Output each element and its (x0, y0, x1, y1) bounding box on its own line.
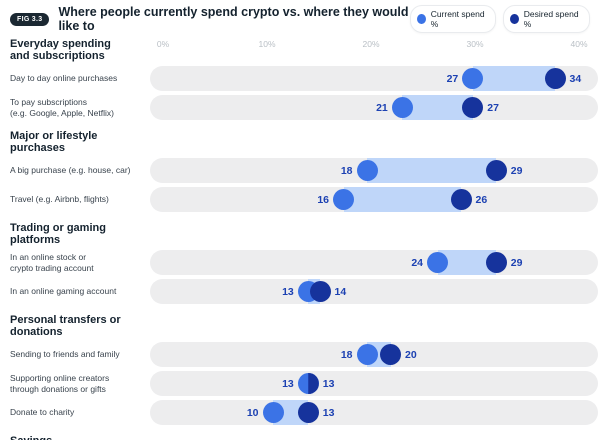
connector-band (472, 66, 555, 91)
desired-dot (544, 68, 566, 89)
desired-value-label: 26 (475, 193, 488, 206)
section-title: Major or lifestyle purchases (10, 130, 98, 154)
row-track: 13 14 (150, 279, 598, 304)
desired-dot (485, 252, 507, 273)
desired-dot (297, 402, 319, 423)
chart-title: Where people currently spend crypto vs. … (58, 5, 409, 33)
desired-value-label: 29 (510, 256, 523, 269)
chart-row: Supporting online creators through donat… (10, 371, 600, 396)
current-dot (391, 97, 413, 118)
desired-dot (309, 281, 331, 302)
current-dot (427, 252, 448, 273)
section-header: Everyday spending and subscriptions 0% 10%… (10, 32, 600, 66)
current-value-label: 18 (340, 348, 353, 361)
row-label: Supporting online creators through donat… (10, 373, 110, 394)
section-header: Major or lifestyle purchases (10, 124, 600, 158)
row-label: Travel (e.g. Airbnb, flights) (10, 194, 109, 205)
desired-value-label: 14 (334, 285, 347, 298)
desired-dot (485, 160, 507, 181)
chart-body: Everyday spending and subscriptions 0% 10%… (10, 32, 600, 440)
section-header: Trading or gaming platforms (10, 216, 600, 250)
current-value-label: 18 (340, 164, 353, 177)
chart-row: To pay subscriptions (e.g. Google, Apple… (10, 95, 600, 120)
axis-tick: 20% (362, 39, 380, 49)
chart-row: In an online stock or crypto trading acc… (10, 250, 600, 275)
current-dot (462, 68, 484, 89)
current-dot (262, 402, 284, 423)
row-label: In an online gaming account (10, 286, 117, 297)
section-title: Everyday spending and subscriptions (10, 38, 111, 62)
desired-value-label: 27 (487, 101, 499, 114)
legend-label-current: Current spend % (430, 9, 485, 29)
chart-header: FIG 3.3 Where people currently spend cry… (10, 5, 600, 33)
current-dot (356, 160, 378, 181)
legend-item-current[interactable]: Current spend % (410, 5, 497, 33)
axis-tick: 0% (156, 39, 170, 49)
legend-item-desired[interactable]: Desired spend % (503, 5, 590, 33)
chart-row: In an online gaming account 13 14 (10, 279, 600, 304)
desired-dot (450, 189, 472, 210)
current-value-label: 24 (411, 256, 423, 269)
chart-row: Donate to charity 10 13 (10, 400, 600, 425)
desired-spend-dot-icon (510, 14, 519, 24)
chart-row: Day to day online purchases 27 34 (10, 66, 600, 91)
axis-tick: 10% (258, 39, 276, 49)
row-label: To pay subscriptions (e.g. Google, Apple… (10, 97, 114, 118)
current-value-label: 10 (246, 406, 259, 419)
connector-band (402, 95, 473, 120)
row-track: 18 20 (150, 342, 598, 367)
current-value-label: 13 (282, 285, 294, 298)
row-label: In an online stock or crypto trading acc… (10, 252, 94, 273)
chart-row: Travel (e.g. Airbnb, flights) 16 26 (10, 187, 600, 212)
desired-value-label: 29 (510, 164, 523, 177)
row-track: 21 27 (150, 95, 598, 120)
legend: Current spend % Desired spend % (410, 5, 590, 33)
row-label: Day to day online purchases (10, 73, 118, 84)
legend-label-desired: Desired spend % (523, 9, 579, 29)
section-header: Savings (10, 429, 600, 440)
axis-tick: 40% (570, 39, 588, 49)
axis-tick: 30% (466, 39, 484, 49)
desired-value-label: 13 (322, 406, 335, 419)
chart-row: A big purchase (e.g. house, car) 18 29 (10, 158, 600, 183)
section-title: Savings (10, 435, 150, 440)
current-value-label: 27 (446, 72, 459, 85)
chart-row: Sending to friends and family 18 20 (10, 342, 600, 367)
row-track: 27 34 (150, 66, 598, 91)
row-track: 16 26 (150, 187, 598, 212)
current-dot (356, 344, 378, 365)
desired-dot (462, 97, 484, 118)
current-value-label: 13 (282, 377, 294, 390)
desired-value-label: 13 (322, 377, 335, 390)
row-label: A big purchase (e.g. house, car) (10, 165, 131, 176)
row-label: Donate to charity (10, 407, 75, 418)
desired-value-label: 20 (405, 348, 417, 361)
current-spend-dot-icon (417, 14, 426, 24)
x-axis: 0% 10% 20% 30% 40% (150, 39, 598, 51)
section-title: Personal transfers or donations (10, 314, 121, 338)
row-track: 10 13 (150, 400, 598, 425)
row-track: 18 29 (150, 158, 598, 183)
row-label: Sending to friends and family (10, 349, 120, 360)
desired-dot (308, 373, 319, 394)
connector-band (343, 187, 461, 212)
section-title: Trading or gaming platforms (10, 222, 106, 246)
current-value-label: 16 (317, 193, 329, 206)
connector-band (367, 158, 497, 183)
row-track: 24 29 (150, 250, 598, 275)
row-track: 13 13 (150, 371, 598, 396)
desired-dot (380, 344, 401, 365)
current-value-label: 21 (376, 101, 388, 114)
current-dot (333, 189, 354, 210)
figure-badge: FIG 3.3 (10, 12, 50, 26)
section-header: Personal transfers or donations (10, 308, 600, 342)
desired-value-label: 34 (569, 72, 582, 85)
